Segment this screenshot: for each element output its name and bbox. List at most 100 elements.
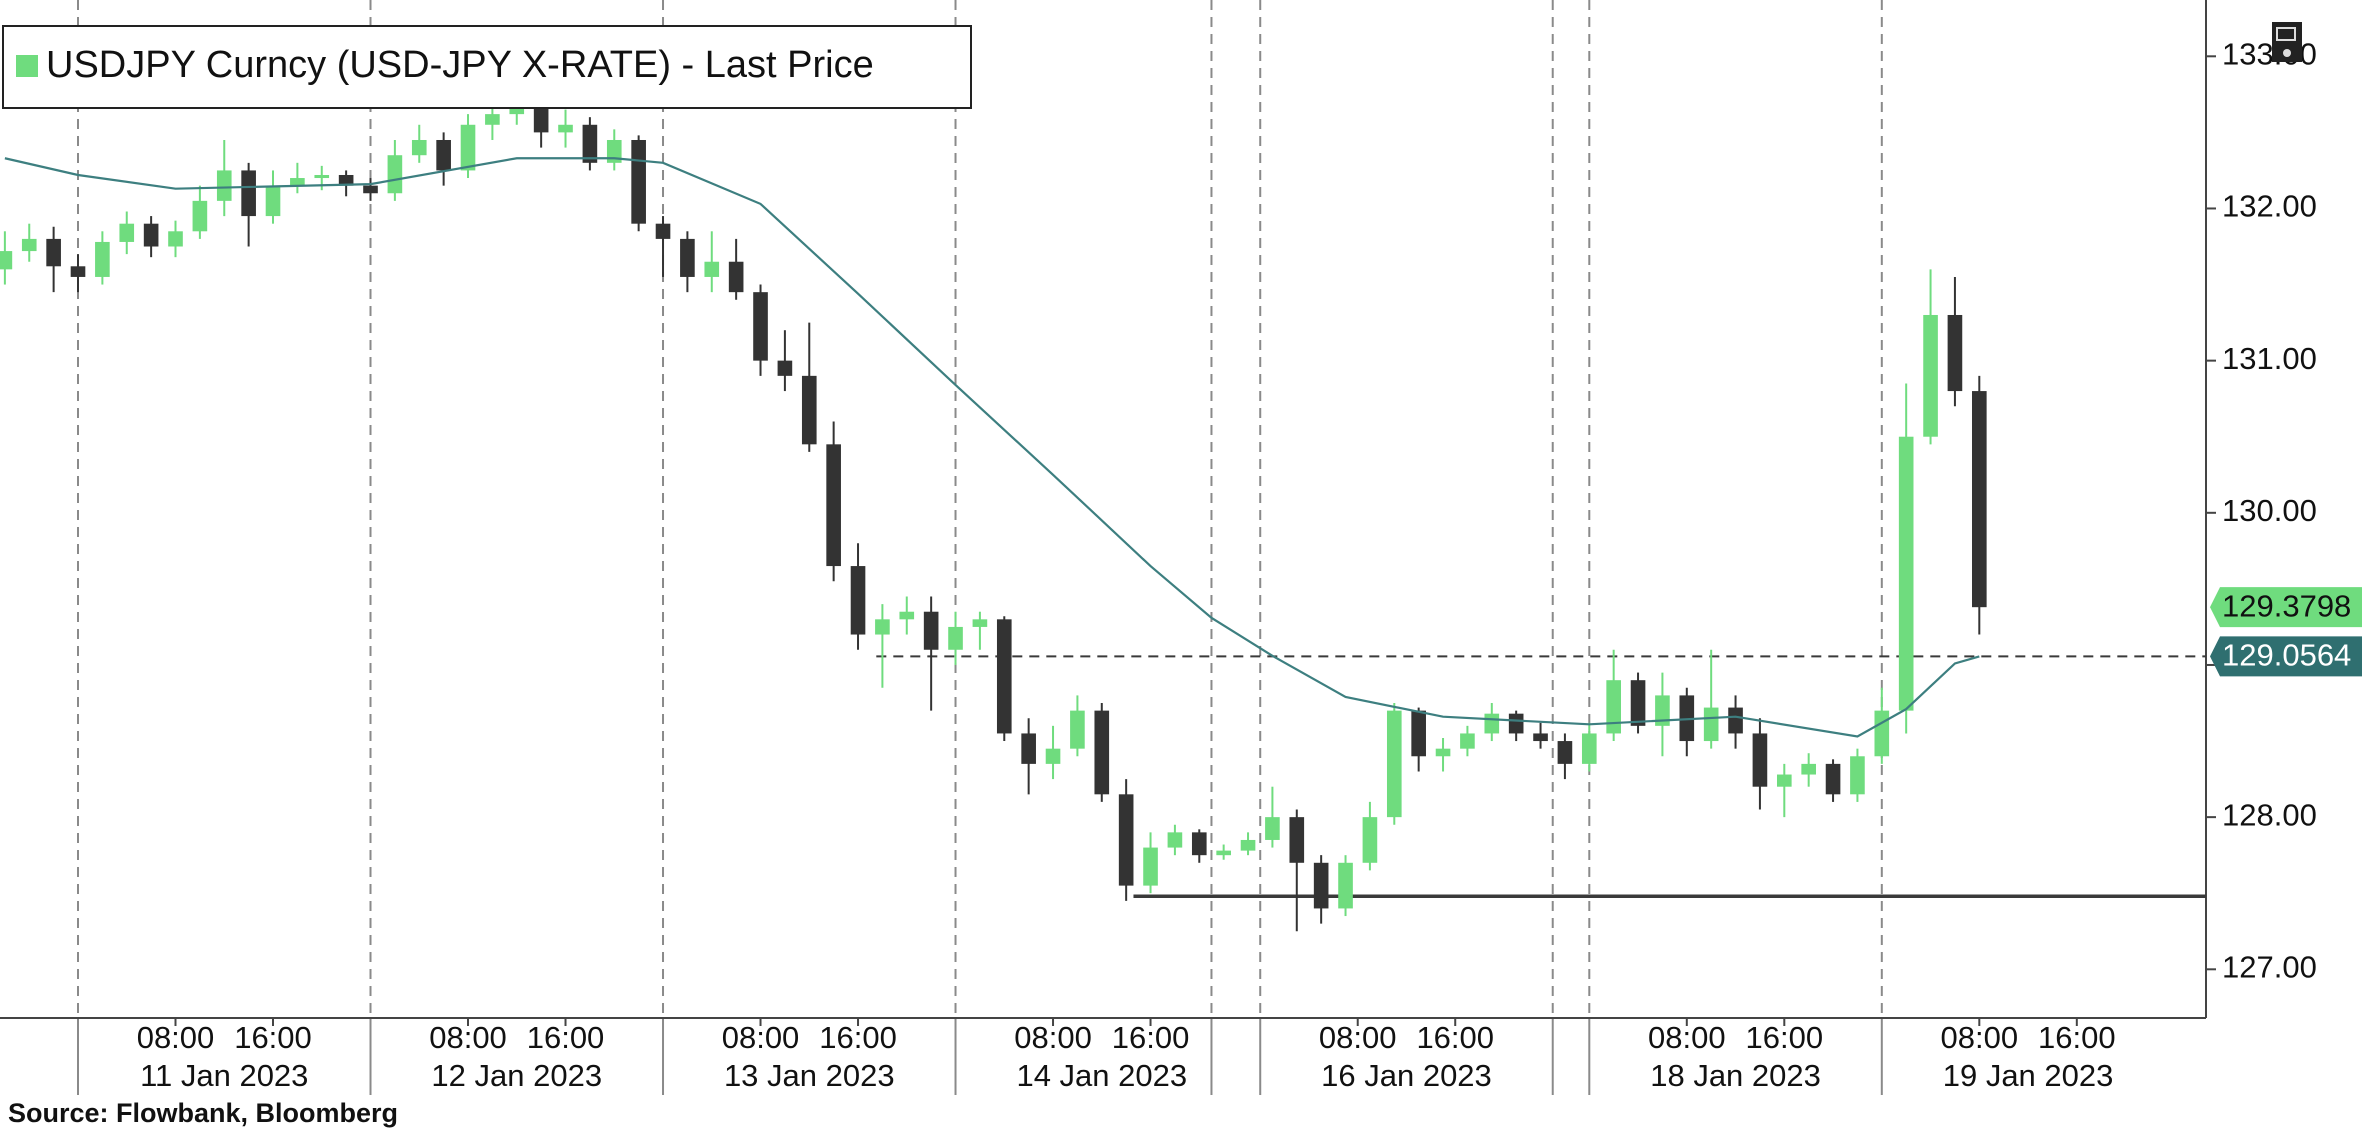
candle-body [1825,763,1841,795]
candle-body [1971,391,1987,608]
candle-body [1460,733,1475,749]
x-tick-label: 16:00 [1112,1020,1190,1055]
legend-label: USDJPY Curncy (USD-JPY X-RATE) - Last Pr… [46,44,874,86]
date-label: 16 Jan 2023 [1321,1058,1492,1093]
ma-label: 129.0564 [2222,638,2351,673]
candle-body [1874,710,1890,757]
source-note: Source: Flowbank, Bloomberg [8,1098,398,1128]
candle-body [1265,817,1280,840]
icon-dot[interactable] [2283,49,2291,57]
x-tick-label: 16:00 [527,1020,605,1055]
candle-body [1021,733,1036,764]
candle-body [680,238,695,277]
x-tick-label: 16:00 [234,1020,312,1055]
candle-body [1801,763,1816,775]
candle-body [1362,817,1378,863]
candle-body [972,619,988,627]
candle-body [265,185,281,217]
legend-swatch [16,55,38,77]
candle-body [436,139,451,171]
candle-body [1484,713,1500,734]
date-label: 13 Jan 2023 [724,1058,895,1093]
candle-body [533,101,549,133]
x-tick-label: 16:00 [1416,1020,1494,1055]
candle-body [875,619,890,635]
candle-body [46,238,61,267]
date-label: 18 Jan 2023 [1650,1058,1821,1093]
y-tick-label: 130.00 [2222,493,2317,528]
candle-body [631,139,646,224]
x-tick-label: 08:00 [1941,1020,2019,1055]
legend-box [2,25,972,109]
candle-body [1143,847,1158,886]
y-tick-label: 128.00 [2222,797,2317,832]
candle-body [1728,707,1743,734]
moving-average [4,157,1980,738]
date-label: 19 Jan 2023 [1943,1058,2114,1093]
x-tick-label: 08:00 [1648,1020,1726,1055]
candle-body [1411,710,1426,757]
candle-body [558,124,573,133]
candle-body [1923,314,1938,437]
candle-body [606,139,622,163]
candle-body [899,611,915,620]
candle-body [1240,839,1256,851]
x-tick-label: 08:00 [1014,1020,1092,1055]
candle-body [70,266,86,277]
candle-body [1776,774,1792,787]
candle-body [1070,710,1085,749]
candle-body [0,251,13,270]
candle-body [1630,680,1646,726]
candle-body [314,174,330,179]
candle-body [1752,733,1768,787]
candle-body [168,231,183,247]
y-tick-label: 127.00 [2222,949,2317,984]
candle-body [1606,680,1621,734]
candle-body [363,185,378,194]
candle-body [21,238,37,252]
x-tick-label: 16:00 [1746,1020,1824,1055]
y-tick-label: 133.00 [2222,36,2317,71]
candle-body [1191,832,1207,856]
candle-body [582,124,598,163]
candle-body [948,626,963,650]
candle-body [338,174,354,186]
candle-body [777,360,793,376]
candle-body [1386,710,1402,818]
candle-body [1216,850,1231,856]
candle-body [485,114,500,125]
candle-body [801,375,817,445]
candle-body [1655,695,1670,726]
candle-body [290,178,305,186]
candle-body [704,261,720,277]
candle-body [1118,794,1134,886]
candle-body [1289,817,1305,863]
last-price-label: 129.3798 [2222,588,2351,623]
candle-body [241,170,256,217]
candle-body [1094,710,1110,795]
candle-body [728,261,744,293]
candle-body [143,223,159,247]
candle-body [1508,713,1524,734]
candle-body [411,139,427,156]
candle-body [192,200,208,232]
candle-body [1435,748,1451,757]
date-label: 11 Jan 2023 [140,1058,308,1093]
candle-body [460,124,476,171]
x-tick-label: 08:00 [137,1020,215,1055]
candle-body [753,292,768,361]
plot-area [0,0,2206,1018]
candle-body [1557,741,1573,764]
candle-body [1850,756,1865,795]
candle-body [826,444,841,567]
x-tick-label: 16:00 [819,1020,897,1055]
candle-body [1045,748,1061,764]
date-label: 12 Jan 2023 [431,1058,602,1093]
candle-body [1313,862,1329,909]
icon-glyph[interactable] [2276,27,2296,41]
candle-body [387,155,403,194]
x-tick-label: 08:00 [429,1020,507,1055]
toolbar-icon[interactable] [2272,22,2302,62]
